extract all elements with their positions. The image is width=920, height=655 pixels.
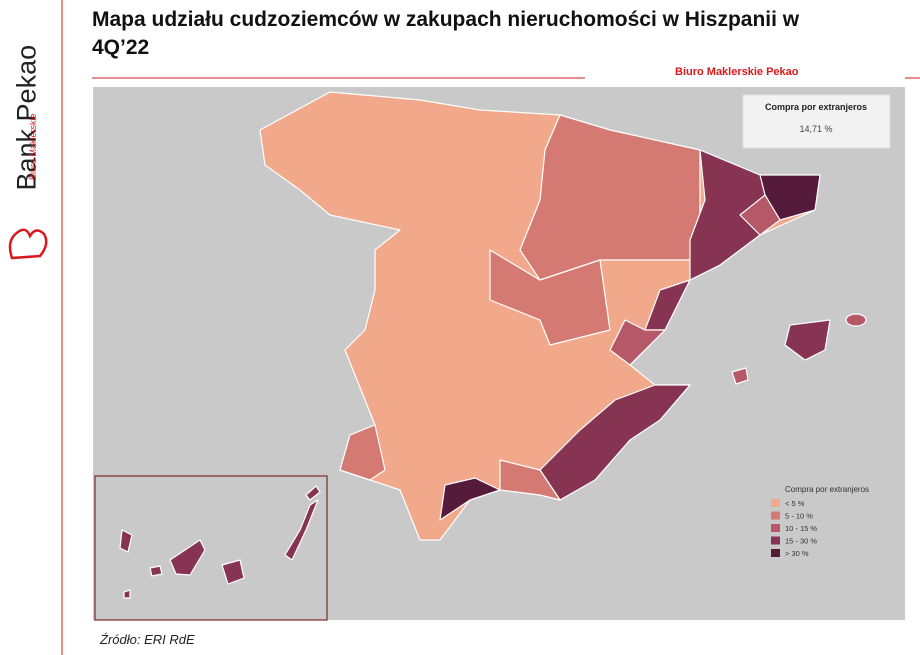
region [739,194,781,236]
legend-label: < 5 % [785,499,805,508]
map [119,91,867,599]
region [339,424,386,481]
region [845,313,867,327]
region [539,384,691,501]
legend-swatch [771,549,780,557]
summary-box [742,94,891,149]
region [609,319,666,366]
inset-frame [94,475,328,621]
legend-label: > 30 % [785,549,809,558]
region [499,459,561,501]
legend: Compra por extranjeros < 5 % 5 - 10 % 10 -… [771,485,869,558]
region [284,499,319,561]
brand-sub: Biuro Maklerskie [28,113,38,180]
source: Źródło: ERI RdE [100,632,195,647]
publisher: Biuro Maklerskie Pekao [675,66,799,78]
summary-label: Compra por extranjeros [765,102,867,112]
region [119,529,133,553]
legend-label: 5 - 10 % [785,512,813,521]
title: Mapa udziału cudzoziemców w zakupach nie… [92,8,800,59]
region [439,477,501,521]
legend-label: 15 - 30 % [785,537,817,546]
region [759,174,821,221]
region [149,565,163,577]
region [731,367,749,385]
region [305,485,321,501]
region [221,559,245,585]
region [489,249,611,346]
legend-title: Compra por extranjeros [785,485,869,494]
legend-swatch [771,511,780,520]
region [784,319,831,361]
legend-swatch [771,499,780,507]
legend-swatch [771,536,780,545]
summary-value: 14,71 % [799,124,832,134]
region [123,589,131,599]
legend-label: 10 - 15 % [785,524,817,533]
logo-icon [8,228,48,260]
region [169,539,206,576]
legend-swatch [771,524,780,532]
